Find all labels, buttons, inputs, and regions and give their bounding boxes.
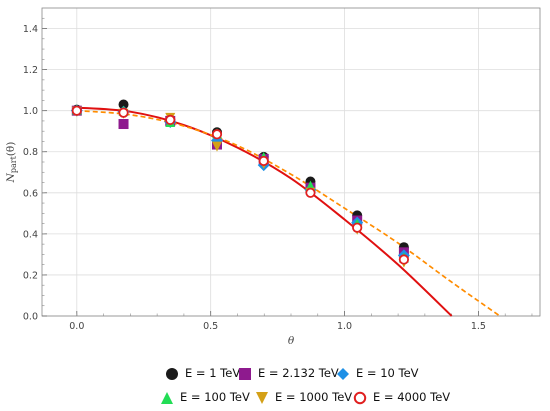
legend-marker-circle bbox=[165, 366, 179, 380]
legend-label: E = 4000 TeV bbox=[373, 390, 451, 404]
legend-item-10tev: E = 10 TeV bbox=[336, 363, 419, 383]
data-point-open-circle bbox=[165, 114, 176, 126]
y-axis-label-arg: (θ) bbox=[5, 142, 17, 157]
legend-marker-triangle-down bbox=[255, 390, 269, 404]
data-point-open-circle bbox=[211, 129, 223, 140]
legend-item-1000tev: E = 1000 TeV bbox=[255, 387, 352, 407]
x-tick-label: 0.0 bbox=[69, 321, 84, 332]
data-point-triangle-down bbox=[211, 141, 222, 152]
fit-curves bbox=[76, 106, 501, 317]
legend-label: E = 100 TeV bbox=[180, 390, 250, 404]
plot-frame bbox=[41, 7, 541, 317]
legend-label: E = 10 TeV bbox=[356, 366, 419, 380]
legend-marker-diamond bbox=[336, 366, 350, 380]
y-tick-label: 0.0 bbox=[23, 312, 38, 323]
data-point-square bbox=[118, 119, 129, 130]
x-tick-label: 0.5 bbox=[203, 321, 218, 332]
y-axis-label-main: N bbox=[5, 172, 17, 183]
data-point-open-circle bbox=[71, 105, 82, 116]
legend-item-1tev: E = 1 TeV bbox=[165, 363, 240, 383]
y-tick-label: 1.2 bbox=[23, 65, 38, 76]
legend-label: E = 2.132 TeV bbox=[258, 366, 339, 380]
x-axis-label: θ bbox=[288, 335, 295, 347]
x-tick-label: 1.5 bbox=[471, 321, 486, 332]
fit-curve-solid bbox=[76, 106, 453, 317]
y-tick-label: 0.2 bbox=[23, 270, 38, 281]
data-point-open-circle bbox=[258, 155, 269, 167]
legend-item-2132tev: E = 2.132 TeV bbox=[238, 363, 339, 383]
legend-item-100tev: E = 100 TeV bbox=[160, 387, 250, 407]
x-tick-label: 1.0 bbox=[337, 321, 352, 332]
legend-marker-square bbox=[238, 366, 252, 380]
data-point-open-circle bbox=[398, 254, 410, 265]
y-tick-label: 0.6 bbox=[23, 188, 38, 199]
legend-item-4000tev: E = 4000 TeV bbox=[353, 387, 450, 407]
data-points bbox=[70, 99, 410, 268]
grid bbox=[42, 8, 540, 317]
legend-marker-triangle-up bbox=[160, 390, 174, 404]
y-tick-label: 0.4 bbox=[23, 229, 38, 240]
data-point-circle bbox=[118, 99, 129, 110]
data-point-open-circle bbox=[118, 107, 129, 118]
legend-label: E = 1 TeV bbox=[185, 366, 241, 380]
y-tick-label: 1.4 bbox=[23, 24, 38, 35]
y-tick-label: 1.0 bbox=[23, 106, 38, 117]
legend-marker-open-circle bbox=[353, 390, 367, 405]
legend-label: E = 1000 TeV bbox=[275, 390, 353, 404]
legend: E = 1 TeV E = 2.132 TeV E = 10 TeV E = 1… bbox=[0, 358, 550, 408]
y-axis-label-sub: part bbox=[9, 155, 18, 173]
fit-curve-dashed bbox=[76, 109, 501, 317]
data-point-open-circle bbox=[352, 222, 363, 233]
y-axis-label: Npart(θ) bbox=[5, 142, 18, 184]
ticks: 0.0 0.5 1.0 1.5 0.0 0.2 0.4 0.6 0.8 1.0 1.2 1.4 bbox=[23, 17, 533, 332]
chart: 0.0 0.5 1.0 1.5 0.0 0.2 0.4 0.6 0.8 1.0 1.2 1.4 θ N… bbox=[5, 7, 541, 347]
data-point-open-circle bbox=[305, 187, 316, 198]
y-tick-label: 0.8 bbox=[23, 147, 38, 158]
